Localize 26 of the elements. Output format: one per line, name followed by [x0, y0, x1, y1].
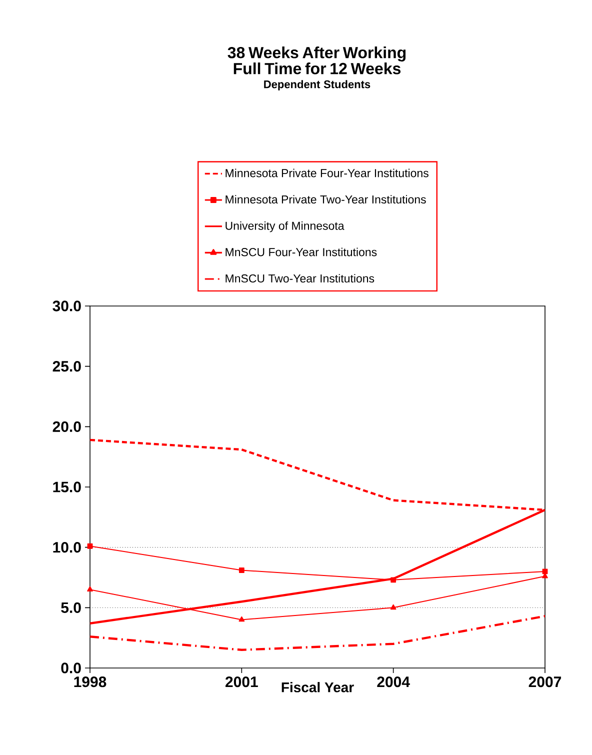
y-tick-label: 0.0 [61, 662, 81, 674]
x-tick-label: 2004 [377, 676, 410, 688]
y-tick-label: 30.0 [52, 300, 81, 312]
point [390, 604, 396, 610]
point [390, 577, 396, 583]
legend-label: Minnesota Private Two-Year Institutions [226, 195, 426, 204]
line-series [90, 615, 545, 651]
point [87, 543, 93, 549]
y-tick-label: 10.0 [53, 542, 81, 553]
x-tick-label: 2001 [226, 676, 258, 688]
y-tick-label: 15.0 [53, 482, 81, 492]
point [238, 616, 245, 622]
y-tick-label: 20.0 [52, 421, 81, 432]
x-tick-label: 2007 [528, 676, 562, 688]
y-tick-label: 5.0 [61, 602, 81, 613]
legend-label: MnSCU Two-Year Institutions [226, 274, 374, 283]
x-axis-title: Fiscal Year [282, 682, 354, 692]
chart-title: 38 Weeks After Working Full Time for 12 Weeks [228, 46, 406, 74]
point [238, 568, 244, 573]
legend-label: MnSCU Four-Year Institutions [226, 248, 377, 256]
y-tick-label: 25.0 [52, 361, 81, 372]
legend-label: Minnesota Private Four-Year Institutions [226, 168, 428, 178]
legend-label: University of Minnesota [226, 221, 344, 232]
point [87, 586, 93, 592]
chart-subtitle: Dependent Students [264, 80, 370, 90]
x-tick-label: 1998 [74, 676, 106, 688]
